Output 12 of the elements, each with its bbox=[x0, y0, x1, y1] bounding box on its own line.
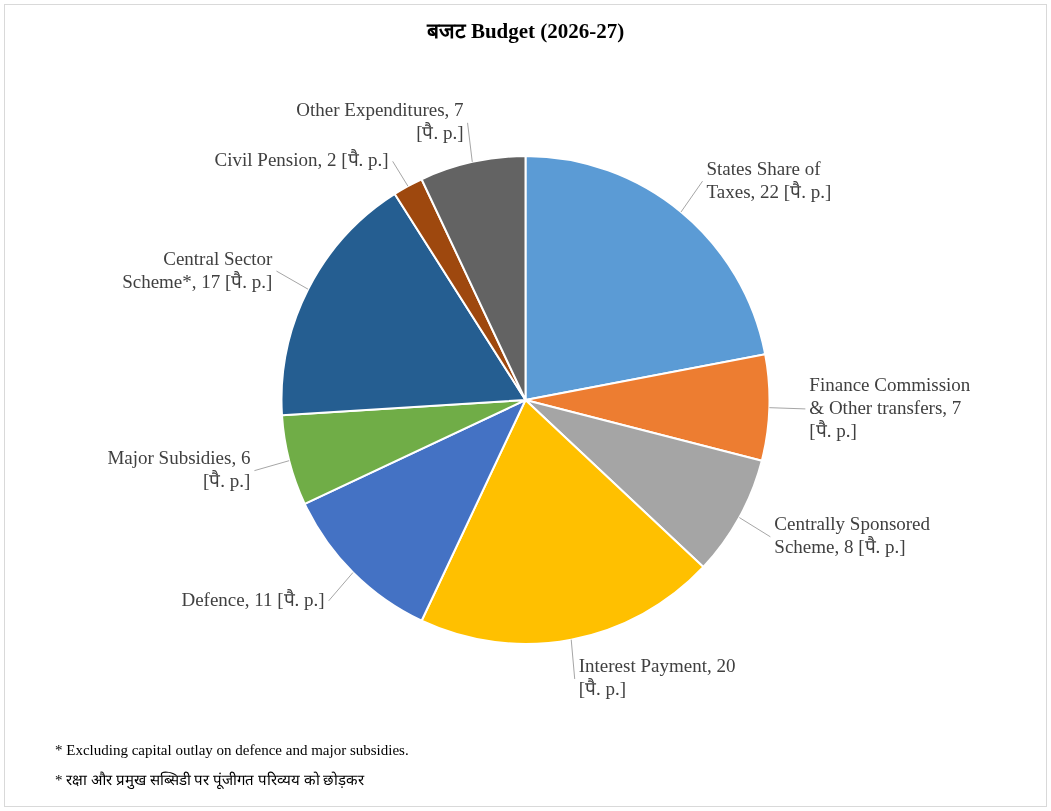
slice-label: States Share of Taxes, 22 [पै. p.] bbox=[706, 157, 832, 202]
slice-label: Central Sector Scheme*, 17 [पै. p.] bbox=[122, 247, 274, 292]
slice-label: Defence, 11 [पै. p.] bbox=[181, 587, 325, 610]
slice-label: Finance Commission & Other transfers, 7 [पै. p.] bbox=[809, 373, 971, 441]
chart-title: बजट Budget (2026-27) bbox=[425, 18, 626, 44]
slice-label: Centrally Sponsored Scheme, 8 [पै. p.] bbox=[774, 513, 931, 558]
slice-label: Other Expenditures, 7 [पै. p.] bbox=[296, 99, 464, 144]
slice-label: Civil Pension, 2 [पै. p.] bbox=[214, 148, 389, 171]
slice-label: Major Subsidies, 6 [पै. p.] bbox=[107, 447, 251, 492]
text: * रक्षा और प्रमुख सब्सिडी पर पूंजीगत परिव्यय को छोड़कर bbox=[55, 770, 366, 789]
slice-label: Interest Payment, 20 [पै. p.] bbox=[578, 655, 736, 700]
text: * Excluding capital outlay on defence and major subsidies. bbox=[55, 742, 409, 759]
